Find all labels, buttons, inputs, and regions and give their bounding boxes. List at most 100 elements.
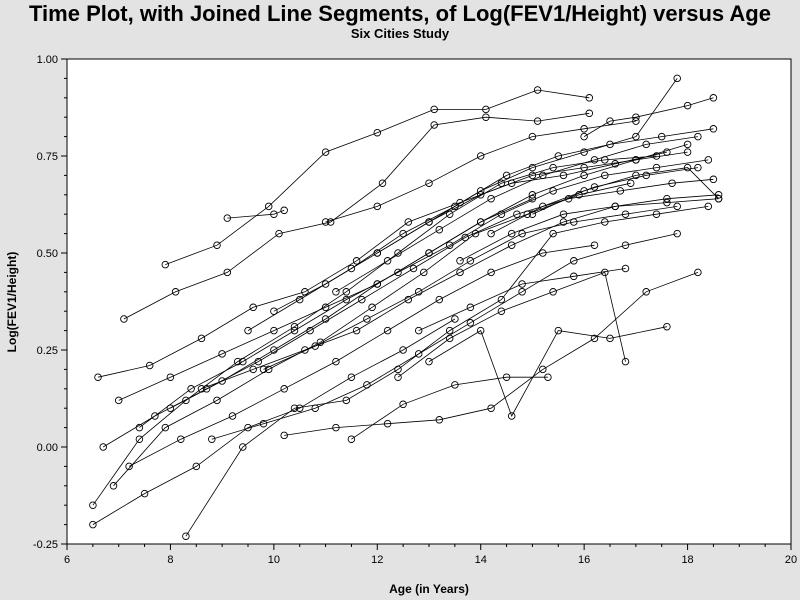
- x-tick-label: 16: [578, 554, 590, 566]
- series-26: [528, 163, 723, 218]
- data-point: [394, 268, 402, 277]
- data-point: [352, 257, 361, 265]
- data-point: [249, 365, 257, 374]
- data-point: [549, 288, 557, 296]
- series-line: [335, 136, 698, 293]
- data-point: [373, 128, 382, 137]
- data-point: [544, 373, 552, 381]
- series-20: [259, 202, 681, 374]
- data-point: [451, 315, 459, 323]
- data-point: [642, 288, 650, 296]
- y-tick-label: 0.25: [37, 345, 58, 357]
- data-point: [435, 416, 444, 424]
- y-axis-label: Log(FEV1/Height): [5, 252, 19, 353]
- data-point: [554, 326, 563, 335]
- data-point: [332, 288, 340, 296]
- data-point: [228, 412, 237, 420]
- data-point: [476, 191, 485, 199]
- data-point: [373, 202, 382, 211]
- data-point: [280, 385, 288, 393]
- x-tick-label: 8: [167, 554, 173, 566]
- series-layer: [89, 74, 723, 540]
- data-point: [145, 361, 154, 370]
- data-point: [430, 121, 438, 129]
- data-point: [114, 396, 123, 405]
- data-point: [663, 198, 671, 207]
- data-point: [528, 210, 537, 218]
- data-point: [632, 171, 640, 180]
- data-point: [213, 396, 221, 405]
- data-point: [414, 350, 423, 358]
- series-line: [428, 326, 667, 417]
- data-point: [461, 233, 469, 242]
- data-point: [177, 435, 185, 443]
- data-point: [404, 295, 413, 304]
- data-point: [342, 396, 351, 405]
- data-point: [244, 326, 252, 335]
- data-point: [601, 171, 609, 180]
- data-point: [694, 163, 702, 172]
- data-point: [704, 156, 713, 164]
- data-point: [657, 132, 666, 141]
- data-point: [332, 357, 340, 366]
- data-point: [321, 148, 330, 156]
- x-tick-label: 10: [268, 554, 280, 566]
- series-line: [185, 206, 709, 537]
- data-point: [425, 249, 433, 257]
- data-point: [513, 210, 521, 218]
- data-point: [632, 156, 640, 164]
- data-point: [197, 334, 206, 343]
- data-point: [363, 315, 371, 323]
- series-1: [161, 86, 594, 269]
- data-point: [363, 381, 371, 389]
- data-point: [270, 210, 278, 218]
- series-13: [99, 175, 718, 451]
- x-tick-label: 18: [681, 554, 693, 566]
- data-point: [673, 202, 681, 211]
- data-point: [564, 194, 573, 203]
- data-point: [326, 218, 335, 226]
- data-point: [218, 377, 226, 385]
- data-point: [166, 404, 175, 412]
- data-point: [683, 140, 692, 149]
- data-point: [425, 218, 433, 226]
- data-point: [580, 132, 588, 141]
- data-point: [394, 373, 402, 381]
- data-point: [275, 229, 283, 238]
- series-line: [418, 268, 626, 331]
- data-point: [373, 280, 382, 288]
- data-point: [528, 171, 537, 180]
- data-point: [89, 520, 97, 529]
- data-point: [673, 229, 681, 238]
- data-point: [187, 385, 195, 393]
- series-line: [102, 178, 714, 448]
- data-point: [663, 322, 671, 331]
- series-line: [97, 151, 667, 378]
- data-point: [233, 357, 242, 366]
- data-point: [626, 179, 635, 187]
- data-point: [621, 210, 630, 218]
- data-point: [120, 315, 128, 323]
- data-point: [466, 257, 475, 265]
- data-point: [451, 381, 459, 389]
- data-point: [192, 462, 201, 471]
- data-point: [709, 125, 718, 133]
- data-point: [94, 373, 102, 381]
- y-tick-label: -0.25: [33, 539, 58, 551]
- data-point: [554, 152, 563, 160]
- series-line: [165, 89, 590, 265]
- data-point: [89, 501, 97, 509]
- series-line: [377, 78, 678, 254]
- data-point: [399, 346, 407, 354]
- data-point: [533, 117, 542, 125]
- data-point: [270, 326, 278, 335]
- data-point: [399, 229, 407, 238]
- data-point: [518, 229, 526, 238]
- data-point: [135, 435, 144, 443]
- data-point: [709, 94, 718, 102]
- data-point: [616, 187, 625, 195]
- data-point: [290, 322, 299, 331]
- data-point: [249, 303, 257, 312]
- data-point: [549, 229, 557, 238]
- data-point: [425, 179, 433, 187]
